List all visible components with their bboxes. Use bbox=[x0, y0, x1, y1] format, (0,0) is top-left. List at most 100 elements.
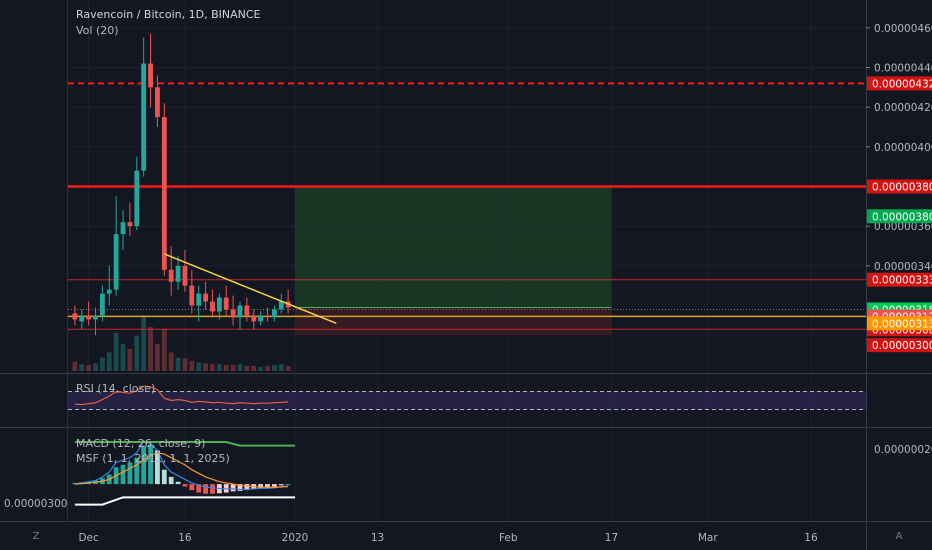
candle-body bbox=[258, 315, 264, 322]
msf-green-line bbox=[74, 441, 296, 447]
candle-body bbox=[203, 293, 208, 302]
price-tick-label: 0.00000460 bbox=[874, 23, 932, 35]
macd-histogram-bar bbox=[258, 484, 264, 489]
volume-bar bbox=[155, 343, 160, 371]
candle-body bbox=[182, 265, 188, 286]
price-badge-label: 0.00000313 bbox=[872, 318, 932, 330]
volume-bar bbox=[113, 332, 119, 371]
candle-body bbox=[230, 309, 236, 318]
candle-body bbox=[196, 293, 202, 306]
price-tick-label: 0.00000340 bbox=[874, 261, 932, 273]
price-badge-label: 0.00000380 bbox=[872, 182, 932, 194]
trendline bbox=[164, 253, 337, 325]
volume-bars bbox=[72, 316, 291, 371]
volume-bar bbox=[223, 365, 229, 371]
candle-body bbox=[271, 309, 277, 318]
time-tick-label: 2020 bbox=[282, 532, 309, 544]
macd-line bbox=[74, 440, 289, 491]
candle-body bbox=[93, 315, 98, 320]
volume-bar bbox=[258, 366, 264, 371]
volume-bar bbox=[161, 328, 167, 371]
candle-body bbox=[189, 285, 195, 306]
volume-bar bbox=[72, 361, 78, 371]
loss-zone bbox=[295, 307, 612, 336]
price-badge-label: 0.00000432 bbox=[872, 78, 932, 90]
volume-bar bbox=[271, 365, 277, 371]
msf-legend: MSF (1, 1, 2011, 1, 1, 2025) bbox=[76, 452, 230, 465]
macd-histogram-bar bbox=[210, 484, 215, 494]
price-tick-label: 0.00000440 bbox=[874, 63, 932, 75]
candle-body bbox=[113, 234, 119, 290]
volume-bar bbox=[134, 335, 140, 371]
candle-body bbox=[251, 315, 257, 322]
macd-histogram-bar bbox=[148, 444, 153, 485]
macd-histogram-bar bbox=[223, 484, 229, 493]
candle-body bbox=[265, 315, 270, 318]
candle-body bbox=[72, 313, 78, 320]
macd-histogram-bar bbox=[161, 469, 167, 485]
auto-scale-left-button[interactable]: Z bbox=[32, 531, 40, 542]
candle-body bbox=[148, 63, 153, 88]
volume-bar bbox=[175, 357, 181, 371]
candle-body bbox=[210, 301, 215, 312]
volume-bar bbox=[120, 343, 126, 371]
macd-histogram-bar bbox=[127, 462, 133, 485]
price-tick-label: 0.00000400 bbox=[874, 142, 932, 154]
macd-histogram-bar bbox=[196, 484, 202, 493]
price-badge bbox=[867, 338, 932, 353]
time-tick-label: 16 bbox=[804, 532, 818, 544]
price-tick-label: 0.00000360 bbox=[874, 221, 932, 233]
auto-scale-right-button[interactable]: A bbox=[895, 531, 903, 542]
horizontal-levels bbox=[68, 82, 866, 330]
candle-body bbox=[237, 305, 243, 318]
time-tick-label: 16 bbox=[178, 532, 192, 544]
candle-body bbox=[161, 117, 167, 270]
volume-bar bbox=[182, 358, 188, 371]
rsi-band bbox=[68, 391, 866, 410]
candle-body bbox=[79, 315, 85, 322]
volume-bar bbox=[86, 365, 92, 371]
volume-bar bbox=[230, 365, 236, 371]
time-tick-label: Dec bbox=[78, 532, 99, 544]
volume-bar bbox=[99, 357, 105, 371]
candles bbox=[72, 33, 291, 336]
price-badge bbox=[867, 272, 932, 287]
macd-histogram-bar bbox=[175, 481, 181, 485]
volume-bar bbox=[251, 365, 257, 371]
volume-bar bbox=[203, 363, 208, 371]
macd-histogram-bar bbox=[168, 476, 174, 485]
time-axis: Dec 16 2020 13 Feb 17 Mar 16 bbox=[78, 532, 817, 544]
rsi-legend: RSI (14, close) bbox=[76, 382, 156, 395]
macd-histogram-bar bbox=[237, 484, 243, 491]
macd-signal-line bbox=[74, 452, 289, 488]
volume-bar bbox=[93, 363, 98, 371]
macd-histogram-bar bbox=[134, 457, 140, 485]
rsi-line bbox=[74, 385, 289, 406]
macd-histogram-bar bbox=[285, 484, 291, 486]
time-tick-label: 13 bbox=[371, 532, 384, 544]
price-badge-label: 0.00000300 bbox=[872, 340, 932, 352]
macd-histogram-bar bbox=[203, 484, 208, 494]
price-badge bbox=[867, 209, 932, 224]
candle-body bbox=[127, 222, 133, 227]
macd-legend: MACD (12, 26, close, 9) bbox=[76, 437, 206, 450]
volume-bar bbox=[141, 316, 147, 371]
macd-histogram-bar bbox=[244, 484, 250, 491]
time-tick-label: Mar bbox=[698, 532, 718, 544]
price-badge-label: 0.00000333 bbox=[872, 275, 932, 287]
macd-histogram-bar bbox=[155, 450, 160, 485]
price-badge-label: 0.00000380 bbox=[872, 211, 932, 223]
time-tick-label: Feb bbox=[499, 532, 518, 544]
candle-body bbox=[278, 301, 284, 310]
candle-body bbox=[244, 305, 250, 316]
candle-body bbox=[168, 269, 174, 282]
volume-bar bbox=[237, 364, 243, 371]
candle-body bbox=[86, 315, 92, 320]
candle-body bbox=[99, 293, 105, 316]
profit-zone bbox=[295, 186, 612, 308]
candle-body bbox=[134, 170, 140, 227]
macd-histogram-bar bbox=[182, 484, 188, 487]
volume-bar bbox=[106, 352, 112, 371]
volume-bar bbox=[216, 364, 222, 371]
